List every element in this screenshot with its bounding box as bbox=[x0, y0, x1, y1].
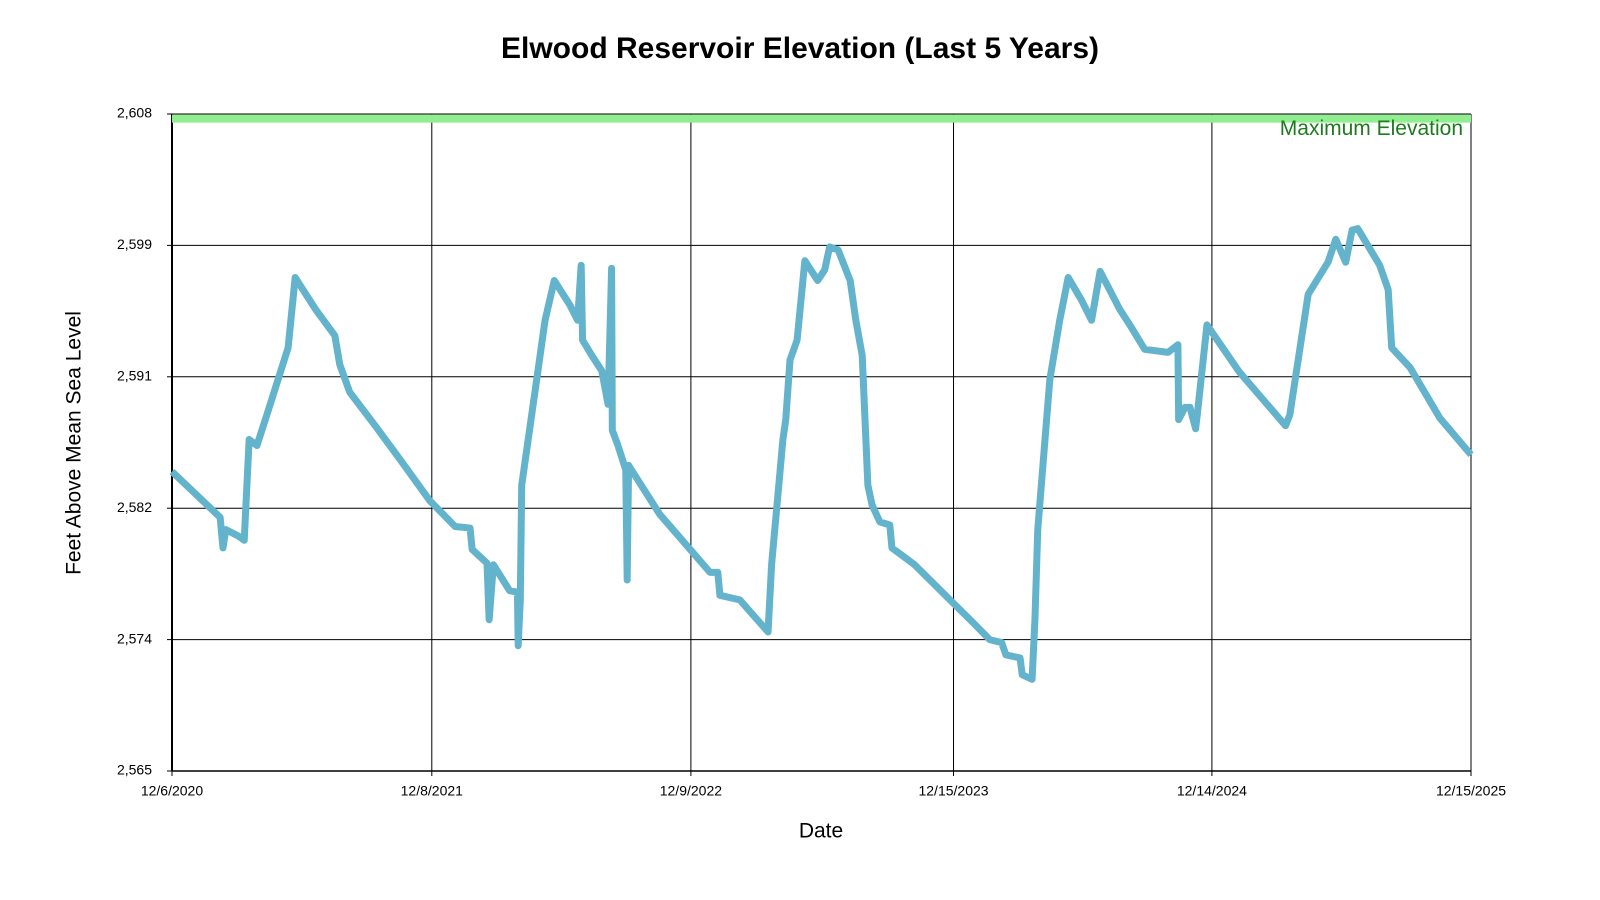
x-axis-label: Date bbox=[799, 820, 843, 843]
x-tick-label: 12/9/2022 bbox=[660, 783, 722, 799]
y-tick-label: 2,591 bbox=[117, 368, 152, 384]
y-tick-label: 2,574 bbox=[117, 630, 152, 646]
x-tick-label: 12/8/2021 bbox=[401, 783, 463, 799]
y-tick-label: 2,599 bbox=[117, 236, 152, 252]
max-elevation-label: Maximum Elevation bbox=[1280, 117, 1463, 140]
data-line bbox=[169, 225, 1474, 683]
x-tick-label: 12/15/2025 bbox=[1436, 783, 1506, 799]
x-tick-label: 12/15/2023 bbox=[918, 783, 988, 799]
x-tick-label: 12/14/2024 bbox=[1177, 783, 1247, 799]
chart-title: Elwood Reservoir Elevation (Last 5 Years… bbox=[501, 32, 1099, 65]
x-tick-label: 12/6/2020 bbox=[141, 783, 203, 799]
y-tick-label: 2,608 bbox=[117, 105, 152, 121]
y-tick-label: 2,565 bbox=[117, 762, 152, 778]
y-axis-label: Feet Above Mean Sea Level bbox=[63, 311, 86, 575]
y-tick-label: 2,582 bbox=[117, 499, 152, 515]
